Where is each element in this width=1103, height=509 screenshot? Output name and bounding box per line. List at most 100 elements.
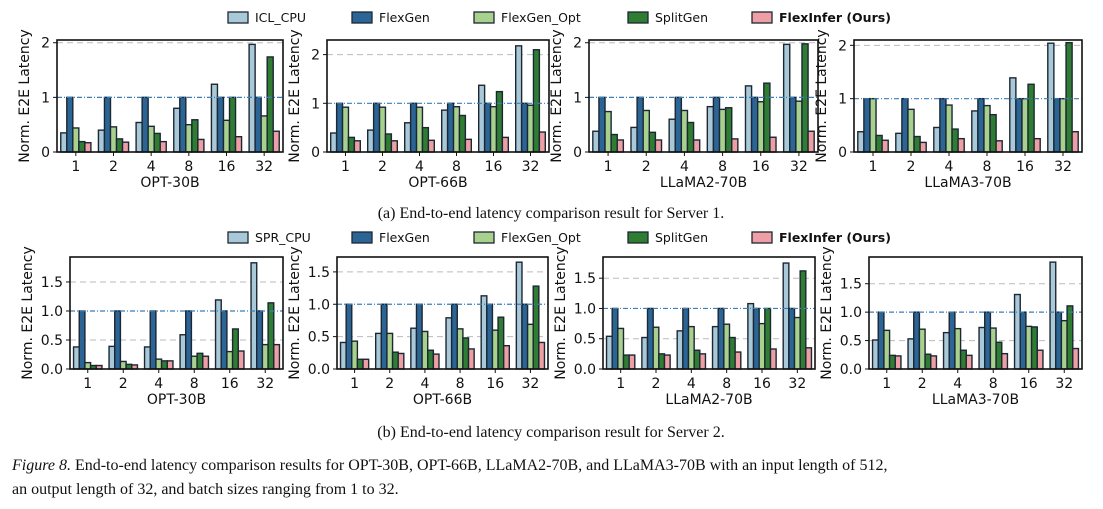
bar-spr-cpu-1 [871, 339, 879, 370]
y-tick-label: 1.5 [41, 275, 63, 291]
bar-spr-cpu-1 [605, 335, 613, 370]
bar-flexinfer-ours--8 [467, 348, 475, 370]
x-tick-label: 4 [680, 159, 689, 175]
x-tick-label: 16 [1016, 159, 1034, 175]
bar-flexinfer-ours--4 [427, 139, 436, 153]
bar-icl-cpu-4 [404, 122, 412, 153]
axes-frame [56, 39, 284, 153]
legend-label: SplitGen [655, 230, 708, 245]
legend-label: ICL_CPU [255, 10, 306, 25]
bar-flexgen-opt-1 [351, 340, 359, 370]
y-tick-label: 1.0 [574, 301, 596, 317]
bar-flexgen-opt-16 [758, 322, 766, 370]
bar-flexgen-opt-2 [386, 332, 394, 370]
bar-flexinfer-ours--4 [692, 139, 701, 153]
bar-flexgen-16 [486, 303, 494, 370]
bar-spr-cpu-2 [641, 336, 649, 370]
bar-splitgen-1 [356, 358, 364, 370]
bar-splitgen-8 [995, 341, 1003, 370]
bar-splitgen-1 [888, 354, 896, 370]
bar-flexgen-opt-8 [185, 123, 193, 153]
bar-flexgen-opt-4 [680, 109, 689, 153]
bar-flexinfer-ours--4 [957, 137, 965, 153]
y-tick-label: 2 [41, 36, 50, 52]
bar-flexgen-opt-4 [147, 125, 155, 153]
bar-flexgen-4 [948, 311, 956, 370]
bar-flexgen-1 [78, 310, 86, 370]
bar-flexgen-2 [646, 307, 654, 370]
bar-flexgen-opt-16 [491, 329, 499, 370]
bar-flexgen-opt-32 [793, 316, 801, 370]
bar-flexinfer-ours--8 [197, 138, 205, 153]
bar-flexgen-opt-1 [883, 329, 891, 370]
subplot-1: 0 1 2 1 2 4 8 16 32 OPT-30B Norm. E2E Latency [17, 29, 284, 191]
bar-flexgen-opt-16 [1025, 325, 1033, 370]
subplot-5: 0.0 0.5 1.0 1.5 1 2 4 8 16 32 OPT-30B Norm. E2E Lat… [20, 246, 284, 408]
x-tick-label: 32 [522, 376, 540, 392]
bar-flexgen-opt-4 [954, 327, 962, 370]
y-tick-label: 1 [311, 96, 320, 112]
y-tick-label: 1.5 [840, 277, 862, 293]
bar-flexgen-opt-1 [604, 110, 612, 153]
bar-spr-cpu-16 [747, 302, 755, 370]
x-tick-label: 4 [415, 159, 424, 175]
bar-flexgen-opt-32 [795, 100, 803, 153]
bar-flexgen-1 [335, 102, 344, 153]
bar-flexgen-1 [877, 311, 885, 370]
x-tick-label: 16 [218, 159, 236, 175]
bar-flexgen-2 [372, 102, 381, 153]
legend-2: SPR_CPU FlexGen FlexGen_Opt SplitGen FlexInf… [227, 230, 891, 245]
bar-splitgen-1 [610, 133, 618, 153]
bar-splitgen-32 [799, 270, 807, 370]
bar-flexinfer-ours--4 [699, 353, 707, 370]
x-axis-label: LLaMA2-70B [665, 392, 752, 408]
x-tick-label: 1 [71, 159, 80, 175]
bar-flexgen-32 [520, 102, 529, 153]
bar-flexinfer-ours--32 [272, 130, 280, 153]
bar-splitgen-1 [622, 354, 630, 370]
x-tick-label: 2 [907, 159, 916, 175]
bar-spr-cpu-4 [942, 331, 950, 370]
axes-frame [326, 39, 550, 153]
figure-label: Figure 8. [11, 457, 71, 474]
legend-swatch [227, 11, 249, 24]
bar-flexgen-2 [636, 96, 644, 153]
bar-flexinfer-ours--1 [894, 355, 902, 370]
axes-frame [588, 39, 819, 153]
legend-swatch [227, 231, 249, 244]
bar-spr-cpu-16 [214, 299, 222, 370]
bar-flexinfer-ours--16 [769, 136, 777, 153]
y-tick-label: 2 [311, 48, 320, 64]
bar-icl-cpu-4 [135, 121, 143, 153]
bar-icl-cpu-2 [367, 129, 375, 153]
y-axis-label: Norm. E2E Latency [287, 246, 303, 379]
bar-flexgen-16 [216, 96, 225, 153]
bar-spr-cpu-2 [108, 345, 116, 370]
x-tick-label: 8 [456, 376, 465, 392]
bar-flexgen-opt-8 [989, 327, 997, 370]
bar-icl-cpu-1 [330, 132, 338, 153]
x-tick-label: 2 [385, 376, 394, 392]
bar-splitgen-4 [951, 128, 959, 153]
y-tick-label: 0.5 [41, 333, 63, 349]
bar-flexgen-16 [220, 310, 228, 370]
bar-flexgen-opt-8 [452, 106, 461, 153]
legend-label: FlexGen [379, 10, 430, 25]
bar-spr-cpu-4 [410, 327, 418, 370]
bar-spr-cpu-32 [1049, 261, 1057, 370]
bar-flexgen-4 [415, 303, 423, 370]
bar-flexgen-opt-1 [84, 361, 92, 370]
x-tick-label: 1 [616, 376, 625, 392]
bar-splitgen-2 [384, 133, 393, 153]
bar-flexinfer-ours--32 [805, 347, 813, 370]
bar-splitgen-32 [1066, 305, 1074, 370]
bar-splitgen-32 [267, 302, 275, 370]
bar-spr-cpu-1 [72, 346, 80, 370]
bar-flexinfer-ours--16 [769, 348, 777, 370]
x-axis-label: LLaMA2-70B [660, 175, 747, 191]
bar-flexinfer-ours--4 [432, 353, 440, 370]
x-tick-label: 1 [882, 376, 891, 392]
bar-splitgen-16 [495, 90, 504, 153]
y-tick-label: 1.5 [308, 265, 330, 281]
